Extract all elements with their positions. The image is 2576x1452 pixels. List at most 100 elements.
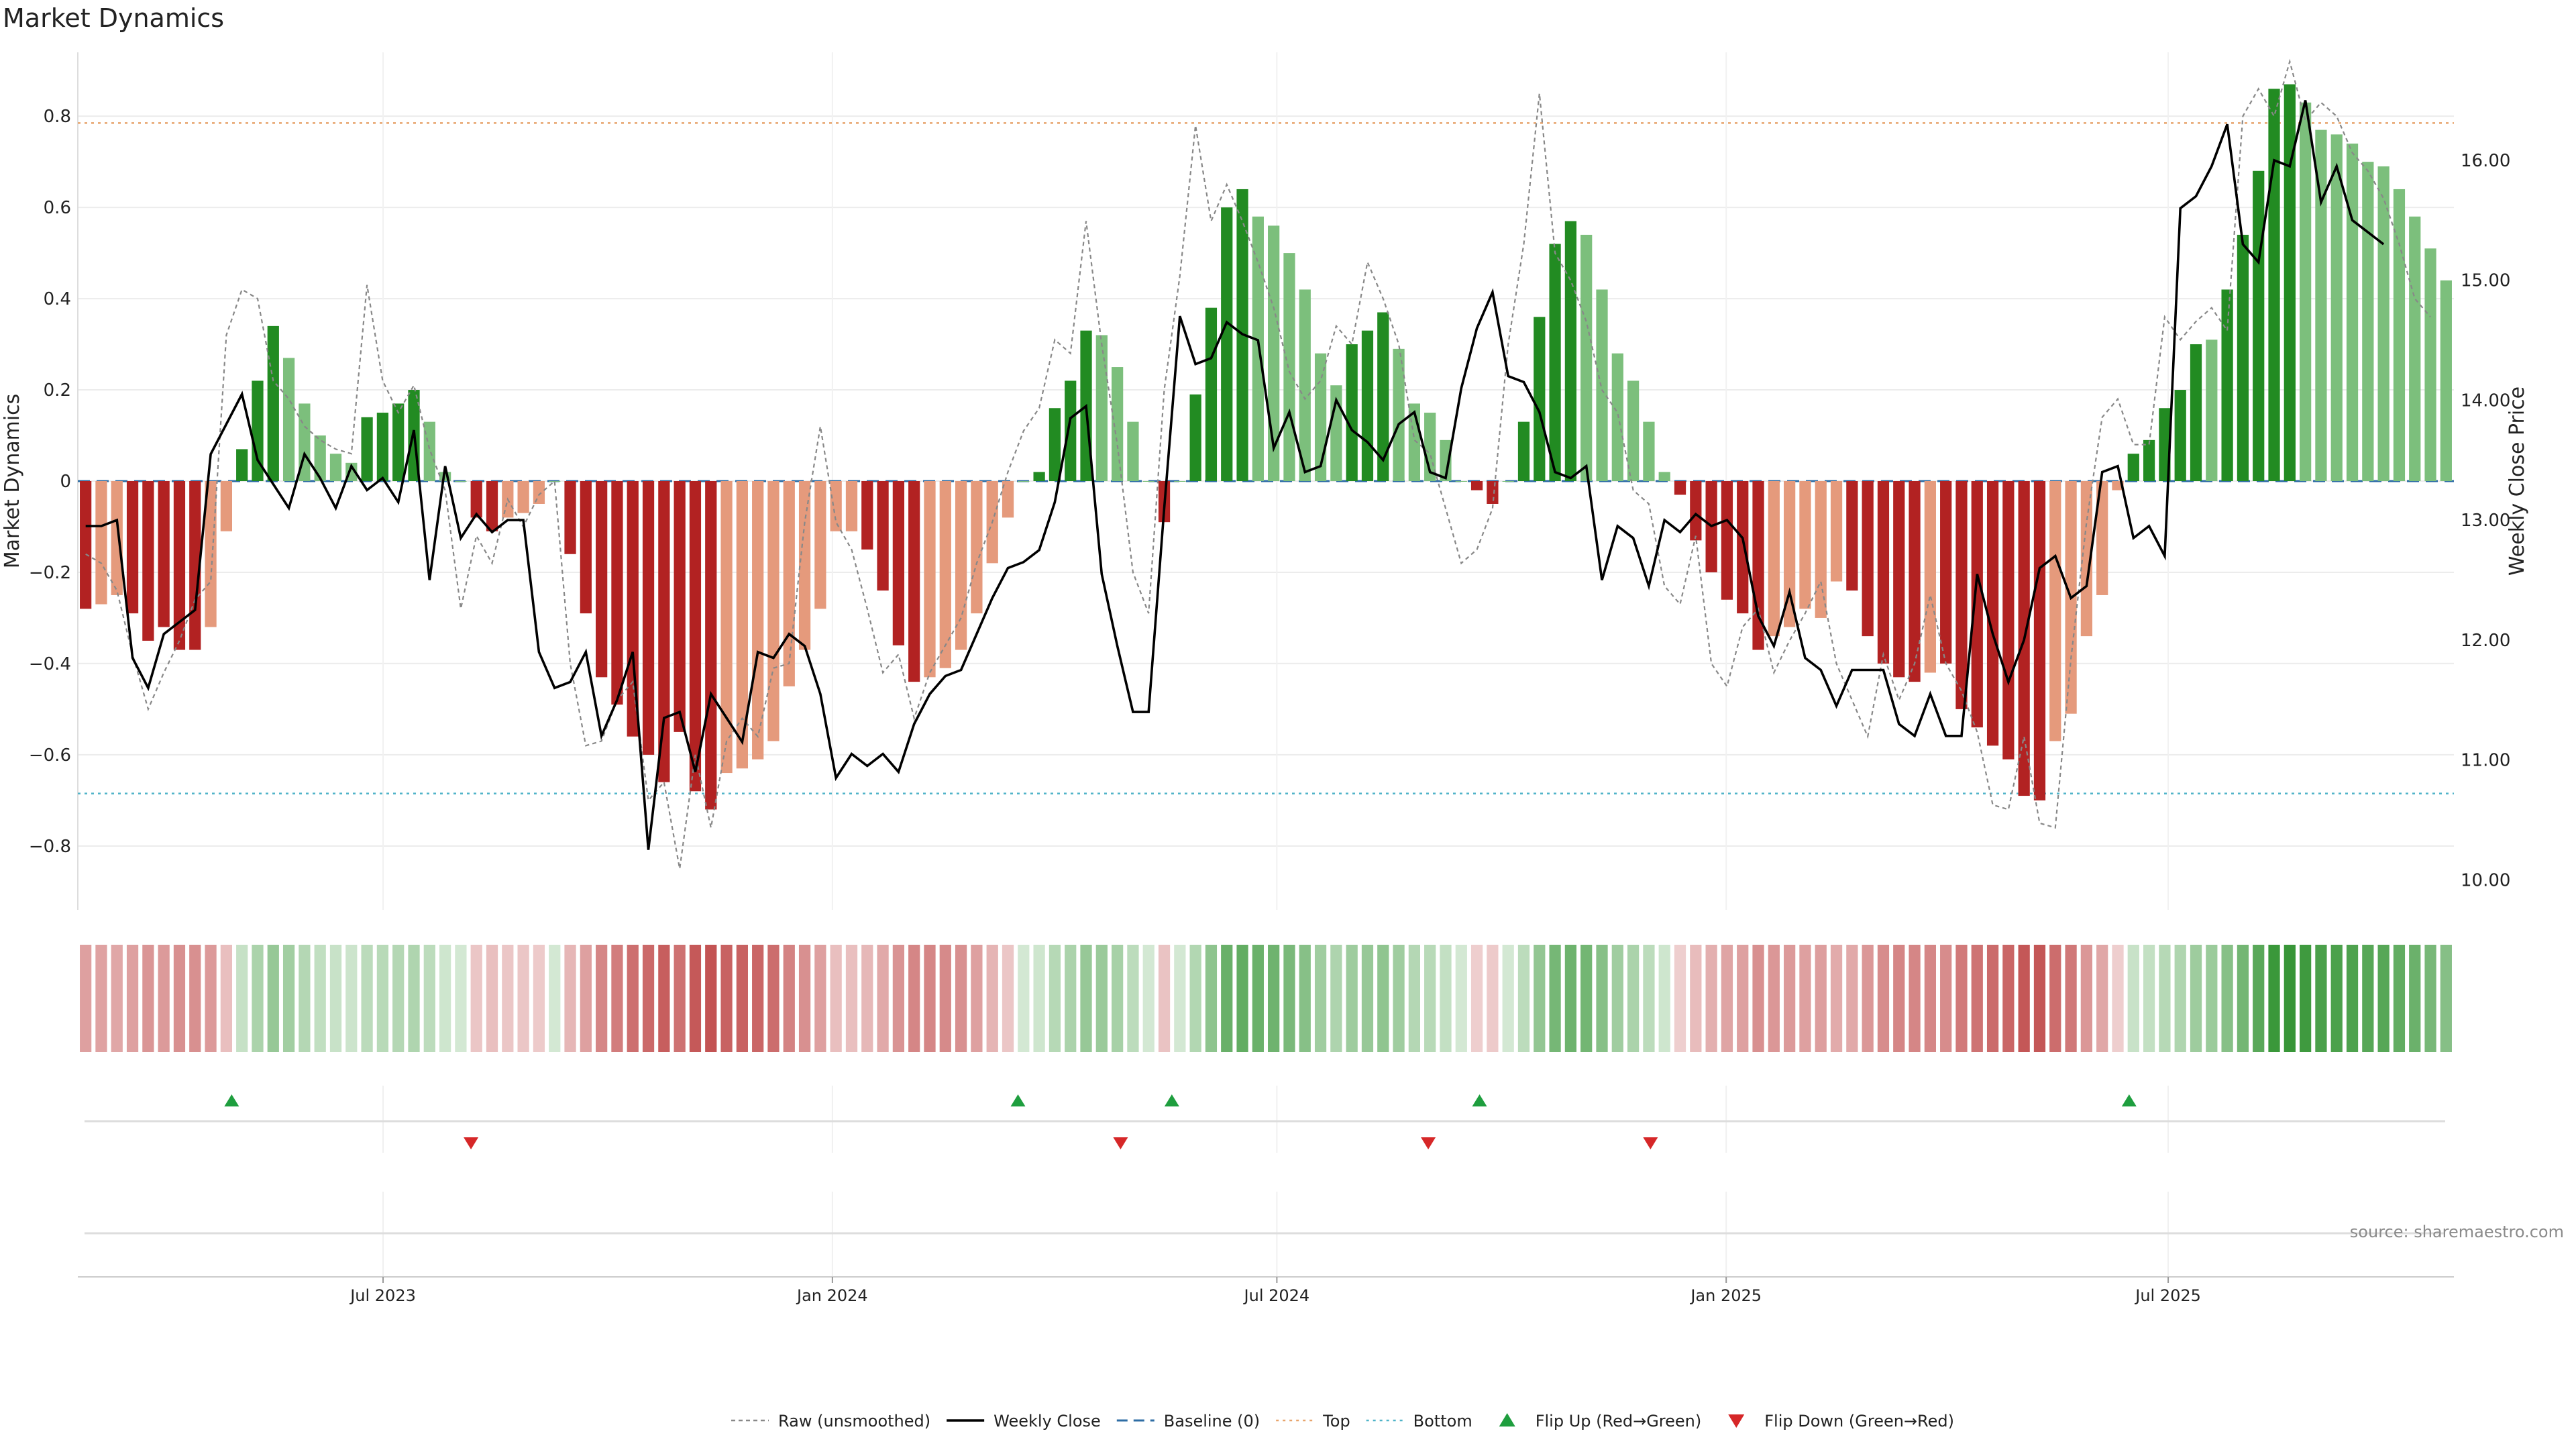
dynamics-bar (423, 421, 435, 481)
chart-title: Market Dynamics (3, 3, 224, 33)
heat-cell (1534, 945, 1546, 1052)
heat-cell (1971, 945, 1983, 1052)
heat-cell (580, 945, 592, 1052)
heat-cell (2190, 945, 2202, 1052)
dynamics-bar (939, 481, 951, 668)
heat-cell (1658, 945, 1670, 1052)
heat-cell (1377, 945, 1389, 1052)
heat-cell (2440, 945, 2452, 1052)
heat-cell (767, 945, 780, 1052)
heat-cell (2253, 945, 2265, 1052)
heat-cell (1393, 945, 1405, 1052)
dynamics-bar (674, 481, 686, 732)
y-axis-title-right: Weekly Close Price (2506, 386, 2529, 576)
y-tick-label-right: 12.00 (2461, 631, 2510, 651)
dynamics-bar (1112, 367, 1124, 481)
y-tick-label-right: 11.00 (2461, 751, 2510, 771)
heat-cell (1487, 945, 1499, 1052)
dynamics-bar (1018, 481, 1030, 482)
heat-cell (345, 945, 358, 1052)
heat-cell (1049, 945, 1061, 1052)
heat-cell (752, 945, 764, 1052)
dynamics-bar (627, 481, 639, 737)
heat-cell (705, 945, 717, 1052)
dynamics-bar (611, 481, 623, 705)
heat-cell (2096, 945, 2108, 1052)
heat-cell (267, 945, 279, 1052)
flip-down-marker (1643, 1137, 1658, 1149)
y-tick-label-right: 10.00 (2461, 870, 2510, 890)
dynamics-bar (533, 481, 545, 504)
heat-cell (408, 945, 420, 1052)
heat-cell (1095, 945, 1108, 1052)
legend-label: Top (1322, 1412, 1350, 1431)
heat-cell (282, 945, 295, 1052)
dynamics-bar (1002, 481, 1014, 518)
dynamics-bar (1221, 207, 1233, 481)
dynamics-bar (596, 481, 608, 678)
heat-cell (2315, 945, 2327, 1052)
dynamics-bar (1658, 472, 1670, 481)
dynamics-bar (1955, 481, 1968, 709)
heat-cell (1784, 945, 1796, 1052)
heat-cell (1236, 945, 1248, 1052)
dynamics-bar (1205, 307, 1218, 481)
dynamics-bar (1799, 481, 1811, 609)
dynamics-bar (1643, 421, 1655, 481)
heat-cell (1721, 945, 1733, 1052)
heat-cell (2362, 945, 2374, 1052)
heat-cell (1846, 945, 1858, 1052)
heat-cell (1830, 945, 1843, 1052)
dynamics-bar (549, 481, 561, 482)
y-tick-label-right: 16.00 (2461, 151, 2510, 171)
heat-cell (2174, 945, 2186, 1052)
dynamics-bar (1893, 481, 1905, 678)
dynamics-bar (1440, 439, 1452, 481)
dynamics-bar (1268, 225, 1280, 481)
heat-cell (1283, 945, 1295, 1052)
dynamics-bar (1596, 289, 1608, 481)
heat-cell (236, 945, 248, 1052)
heat-cell (1314, 945, 1327, 1052)
dynamics-bar (392, 403, 405, 481)
dynamics-bar (1862, 481, 1874, 637)
heat-strip (80, 945, 2452, 1052)
dynamics-bar (1095, 335, 1108, 481)
heat-cell (939, 945, 951, 1052)
heat-cell (439, 945, 451, 1052)
lower-panel (85, 1192, 2445, 1276)
heat-cell (1893, 945, 1905, 1052)
dynamics-bar (1986, 481, 1999, 746)
heat-cell (1877, 945, 1890, 1052)
heat-cell (2033, 945, 2046, 1052)
dynamics-bar (1534, 317, 1546, 481)
dynamics-bar (173, 481, 186, 650)
heat-cell (1330, 945, 1342, 1052)
flip-up-marker (1472, 1094, 1487, 1106)
dynamics-bar (1737, 481, 1749, 614)
flip-down-marker (1113, 1137, 1128, 1149)
dynamics-bar (2049, 481, 2061, 741)
heat-cell (2065, 945, 2077, 1052)
dynamics-bar (1611, 353, 1623, 481)
heat-cell (2409, 945, 2421, 1052)
dynamics-bar (2002, 481, 2015, 760)
dynamics-bar (2237, 234, 2249, 481)
heat-cell (674, 945, 686, 1052)
dynamics-bar (95, 481, 107, 605)
dynamics-bar (236, 449, 248, 481)
dynamics-bar (2377, 166, 2390, 481)
dynamics-bar (1580, 234, 1593, 481)
dynamics-bar (783, 481, 795, 686)
heat-cell (470, 945, 482, 1052)
heat-cell (955, 945, 967, 1052)
heat-cell (892, 945, 905, 1052)
dynamics-bar (1877, 481, 1890, 664)
heat-cell (1158, 945, 1171, 1052)
x-tick-label: Jan 2024 (796, 1286, 868, 1305)
dynamics-bar (1455, 481, 1467, 482)
heat-cell (1002, 945, 1014, 1052)
dynamics-bar (1517, 421, 1530, 481)
heat-cell (1690, 945, 1702, 1052)
dynamics-bar (705, 481, 717, 810)
